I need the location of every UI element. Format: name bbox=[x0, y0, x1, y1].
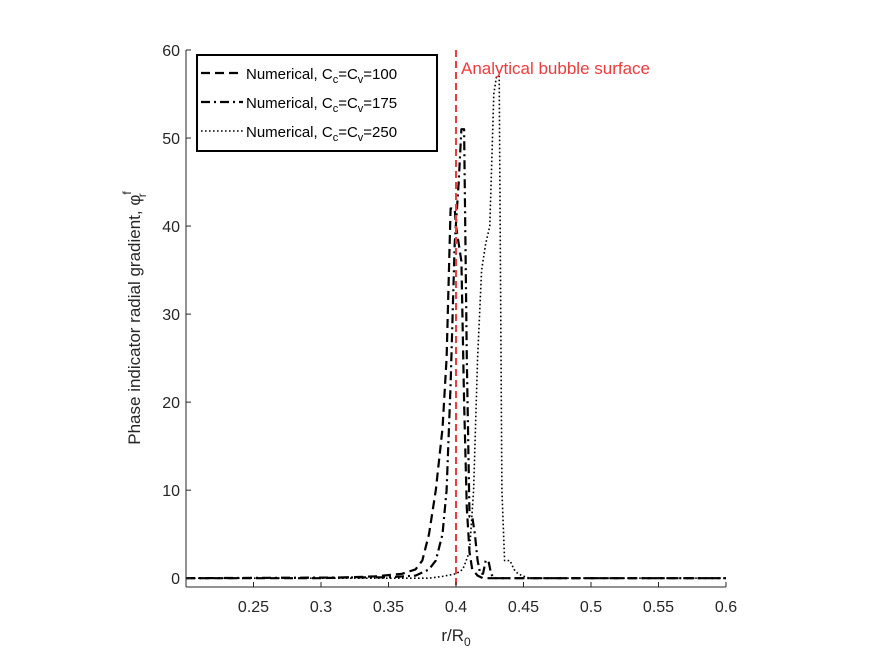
legend-label-series-3: Numerical, Cc=Cv=250 bbox=[246, 124, 397, 144]
series-line-3 bbox=[186, 75, 726, 580]
legend-item-series-3: Numerical, Cc=Cv=250 bbox=[201, 124, 397, 144]
legend-item-series-1: Numerical, Cc=Cv=100 bbox=[201, 66, 397, 86]
x-ticks: 0.25 0.3 0.35 0.4 0.45 0.5 0.55 0.6 bbox=[238, 582, 737, 616]
y-tick-label: 40 bbox=[162, 219, 180, 236]
y-axis-label-sup: f bbox=[120, 191, 134, 195]
legend-label-series-2: Numerical, Cc=Cv=175 bbox=[246, 95, 397, 115]
y-axis-label: Phase indicator radial gradient, φfr bbox=[120, 191, 149, 445]
y-axis-label-main: Phase indicator radial gradient, φ bbox=[125, 195, 144, 445]
series-line-2 bbox=[185, 128, 726, 580]
x-tick-label: 0.35 bbox=[373, 599, 404, 616]
legend-item-series-2: Numerical, Cc=Cv=175 bbox=[201, 95, 397, 115]
annotation-analytical-bubble-surface: Analytical bubble surface bbox=[461, 59, 650, 78]
y-tick-label: 20 bbox=[162, 395, 180, 412]
y-ticks: 0 10 20 30 40 50 60 bbox=[162, 43, 191, 588]
x-tick-label: 0.4 bbox=[445, 599, 467, 616]
y-tick-label: 30 bbox=[162, 307, 180, 324]
x-axis-label: r/R0 bbox=[441, 626, 471, 649]
series-layer bbox=[185, 75, 726, 580]
x-tick-label: 0.45 bbox=[508, 599, 539, 616]
legend-box bbox=[196, 54, 438, 152]
y-axis-label-sub: r bbox=[135, 193, 149, 197]
y-tick-label: 0 bbox=[171, 571, 180, 588]
x-tick-label: 0.3 bbox=[310, 599, 332, 616]
legend-label-series-1: Numerical, Cc=Cv=100 bbox=[246, 66, 397, 86]
x-tick-label: 0.25 bbox=[238, 599, 269, 616]
y-tick-label: 60 bbox=[162, 43, 180, 60]
x-tick-label: 0.6 bbox=[715, 599, 737, 616]
x-tick-label: 0.5 bbox=[580, 599, 602, 616]
x-axis-label-main: r/R bbox=[441, 626, 464, 645]
y-tick-label: 10 bbox=[162, 483, 180, 500]
y-tick-label: 50 bbox=[162, 131, 180, 148]
series-line-1 bbox=[186, 207, 726, 580]
legend: Numerical, Cc=Cv=100 Numerical, Cc=Cv=17… bbox=[196, 54, 438, 152]
x-tick-label: 0.55 bbox=[643, 599, 674, 616]
x-axis-label-sub: 0 bbox=[464, 635, 471, 649]
